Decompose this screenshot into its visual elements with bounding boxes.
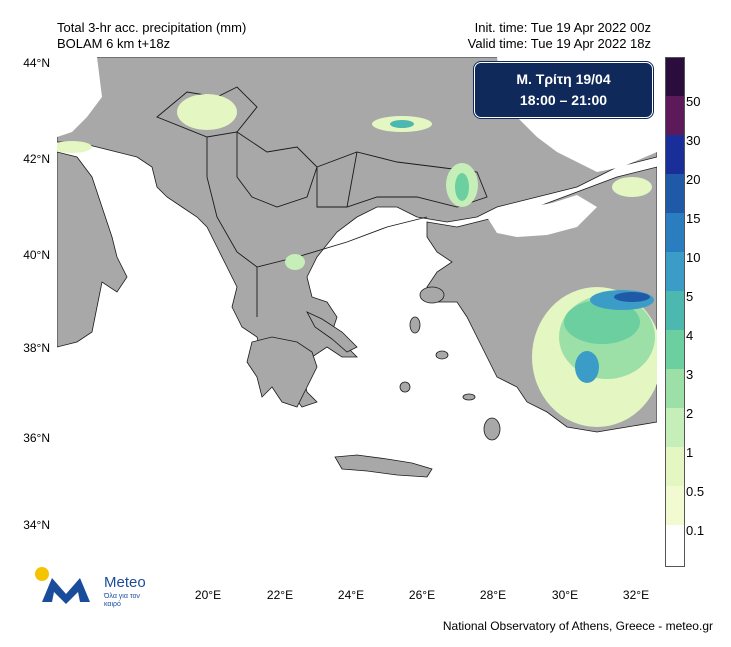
legend-label: 2 — [686, 406, 694, 421]
legend-swatch — [665, 330, 685, 369]
legend-swatch — [665, 174, 685, 213]
title-model: BOLAM 6 km t+18z — [57, 36, 171, 51]
title-variable: Total 3-hr acc. precipitation (mm) — [57, 20, 247, 35]
legend-swatch — [665, 369, 685, 408]
euboea — [306, 311, 358, 353]
map-title: Total 3-hr acc. precipitation (mm) BOLAM… — [57, 20, 246, 52]
lon-label: 22°E — [266, 588, 294, 602]
valid-time: Valid time: Tue 19 Apr 2022 18z — [467, 36, 651, 51]
legend-swatch — [665, 447, 685, 486]
init-time: Init. time: Tue 19 Apr 2022 00z — [474, 20, 651, 35]
time-info: Init. time: Tue 19 Apr 2022 00z Valid ti… — [468, 20, 651, 52]
italy-heel — [57, 151, 128, 348]
legend-swatch — [665, 486, 685, 525]
legend-label: 1 — [686, 445, 694, 460]
precipitation-legend — [665, 57, 685, 567]
rhodes — [483, 417, 501, 441]
legend-swatch — [665, 57, 685, 96]
map-canvas — [57, 57, 657, 567]
legend-label: 0.1 — [686, 523, 705, 538]
chios — [409, 316, 421, 334]
legend-label: 4 — [686, 328, 694, 343]
lon-label: 20°E — [194, 588, 222, 602]
lon-label: 24°E — [337, 588, 365, 602]
legend-label: 30 — [686, 133, 701, 148]
legend-label: 20 — [686, 172, 701, 187]
meteo-logo — [32, 566, 152, 610]
lon-label: 32°E — [622, 588, 650, 602]
sea-of-marmara — [487, 195, 597, 237]
legend-bar — [665, 57, 685, 567]
legend-swatch — [665, 525, 685, 567]
legend-label: 50 — [686, 94, 701, 109]
legend-swatch — [665, 213, 685, 252]
legend-swatch — [665, 252, 685, 291]
lon-label: 28°E — [479, 588, 507, 602]
forecast-period-badge: Μ. Τρίτη 19/04 18:00 – 21:00 — [474, 62, 653, 118]
logo-name: Meteo — [104, 574, 146, 591]
lat-label: 42°N — [23, 152, 50, 166]
badge-day: Μ. Τρίτη 19/04 — [516, 71, 611, 87]
meteo-logo-icon — [35, 567, 90, 604]
naxos — [399, 381, 411, 393]
lat-label: 38°N — [23, 341, 50, 355]
lon-label: 30°E — [551, 588, 579, 602]
precipitation-patches — [57, 94, 657, 427]
lat-label: 40°N — [23, 248, 50, 262]
footer-credit: National Observatory of Athens, Greece -… — [442, 619, 713, 633]
lesvos — [419, 286, 445, 304]
legend-label: 3 — [686, 367, 694, 382]
precipitation-map — [57, 57, 657, 567]
lon-label: 26°E — [408, 588, 436, 602]
legend-swatch — [665, 408, 685, 447]
crete — [334, 454, 433, 478]
lat-label: 34°N — [23, 518, 50, 532]
kos — [462, 393, 476, 401]
peloponnese — [246, 336, 318, 408]
samos — [435, 350, 449, 360]
legend-label: 10 — [686, 250, 701, 265]
legend-label: 5 — [686, 289, 694, 304]
legend-swatch — [665, 96, 685, 135]
legend-label: 15 — [686, 211, 701, 226]
logo-tagline: Όλα για τον καιρό — [104, 593, 140, 608]
legend-swatch — [665, 291, 685, 330]
legend-swatch — [665, 135, 685, 174]
adriatic-sea — [57, 57, 102, 137]
legend-label: 0.5 — [686, 484, 705, 499]
badge-time-range: 18:00 – 21:00 — [519, 92, 608, 108]
lat-label: 44°N — [23, 56, 50, 70]
lat-label: 36°N — [23, 431, 50, 445]
